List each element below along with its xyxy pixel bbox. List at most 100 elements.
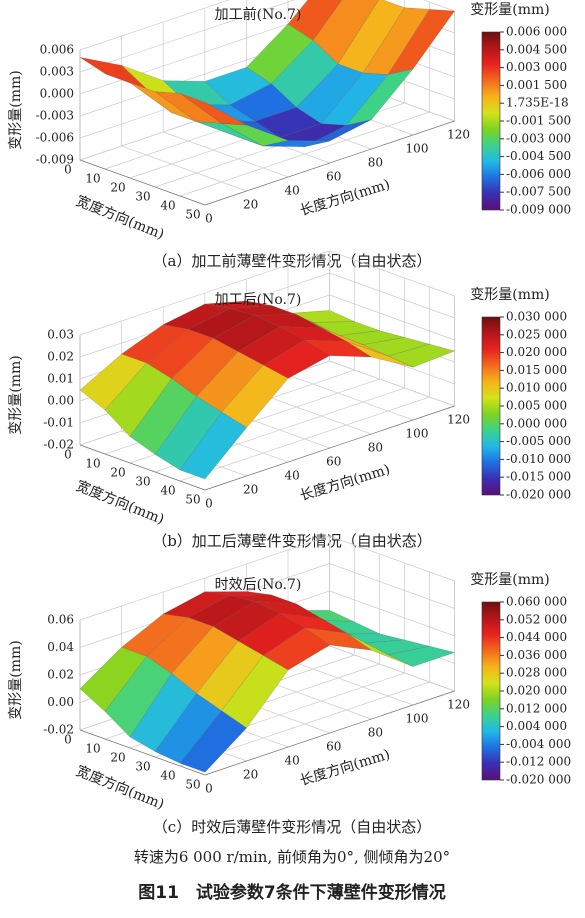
x-tick-label: 0 (205, 782, 213, 796)
y-tick-label: 10 (85, 742, 100, 756)
colorbar-tick-label: -0.007 500 (506, 185, 571, 199)
x-tick-label: 0 (205, 212, 213, 226)
z-axis-label: 变形量(mm) (8, 70, 24, 149)
y-tick-label: 0 (64, 733, 72, 747)
colorbar-tick-label: 0.005 000 (506, 399, 567, 413)
chart-title: 加工前(No.7) (215, 6, 302, 23)
x-axis-label: 长度方向(mm) (298, 747, 392, 790)
surface-patch (179, 710, 247, 773)
colorbar-tick-label: 0.030 000 (506, 310, 567, 324)
y-tick-label: 20 (110, 466, 125, 480)
colorbar-tick-label: 0.060 000 (506, 595, 567, 609)
axis-line (79, 444, 206, 491)
grid-line (163, 131, 289, 178)
y-tick-label: 50 (185, 493, 200, 507)
colorbar-tick-label: -0.015 000 (506, 470, 571, 484)
grid-line (121, 145, 247, 192)
axis-line (204, 405, 455, 491)
grid-line (287, 374, 414, 421)
y-tick-label: 0 (64, 448, 72, 462)
colorbar-label: 变形量(mm) (470, 2, 549, 18)
colorbar-label: 变形量(mm) (470, 287, 549, 303)
grid-line (329, 250, 455, 297)
z-tick-label: 0.003 (40, 65, 74, 79)
surface-patch (179, 93, 247, 126)
z-tick-label: -0.006 (36, 131, 74, 145)
x-tick-label: 100 (406, 427, 429, 441)
x-tick-label: 40 (285, 184, 300, 198)
chart-title: 加工后(No.7) (215, 292, 302, 308)
z-tick-label: 0.00 (47, 695, 74, 709)
colorbar-tick-label: -0.009 000 (506, 203, 571, 217)
grid-line (179, 111, 430, 197)
surface-patch (179, 411, 247, 480)
x-tick-label: 20 (243, 198, 258, 212)
z-axis-label: 变形量(mm) (8, 355, 24, 434)
y-tick-label: 40 (160, 199, 175, 213)
colorbar-tick-label: -0.020 000 (506, 773, 571, 787)
y-tick-label: 50 (185, 778, 200, 792)
grid-line (423, 0, 455, 12)
axis-line (204, 120, 455, 206)
z-tick-label: 0.00 (47, 394, 74, 408)
y-tick-label: 40 (160, 769, 175, 783)
colorbar-tick-label: 0.010 000 (506, 381, 567, 395)
colorbar-tick-label: 0.006 000 (506, 25, 567, 39)
axis-line (79, 159, 206, 206)
y-tick-label: 30 (135, 190, 150, 204)
x-tick-label: 100 (406, 712, 429, 726)
x-tick-label: 40 (285, 754, 300, 768)
x-tick-label: 80 (368, 156, 383, 170)
colorbar-tick-label: 0.028 000 (506, 666, 567, 680)
z-tick-label: 0.02 (47, 350, 74, 364)
colorbar-tick-label: -0.004 000 (506, 737, 571, 751)
x-tick-label: 20 (243, 483, 258, 497)
y-tick-label: 0 (64, 163, 72, 177)
colorbar-tick-label: -0.020 000 (506, 488, 571, 502)
colorbar-tick-label: 0.020 000 (506, 684, 567, 698)
grid-line (329, 294, 455, 341)
colorbar-tick-label: 0.025 000 (506, 327, 567, 341)
x-tick-label: 60 (326, 740, 341, 754)
colorbar (481, 316, 501, 496)
colorbar-tick-label: -0.001 500 (506, 114, 571, 128)
colorbar (481, 601, 501, 781)
x-tick-label: 0 (205, 497, 213, 511)
y-tick-label: 30 (135, 760, 150, 774)
chart-title: 时效后(No.7) (215, 577, 302, 593)
y-axis-label: 宽度方向(mm) (74, 762, 167, 813)
colorbar-tick-label: -0.012 000 (506, 755, 571, 769)
x-axis-label: 长度方向(mm) (298, 177, 392, 220)
axis-line (204, 690, 455, 776)
grid-line (329, 360, 455, 407)
colorbar-tick-label: 1.735E-18 (506, 96, 569, 110)
colorbar-tick-label: 0.004 500 (506, 42, 567, 56)
grid-line (329, 590, 455, 637)
z-tick-label: -0.01 (43, 416, 74, 430)
colorbar-tick-label: 0.012 000 (506, 701, 567, 715)
colorbar-tick-label: -0.010 000 (506, 452, 571, 466)
z-tick-label: 0.03 (47, 328, 74, 342)
y-tick-label: 20 (110, 751, 125, 765)
x-tick-label: 60 (326, 455, 341, 469)
z-tick-label: 0.02 (47, 668, 74, 682)
x-tick-label: 80 (368, 726, 383, 740)
colorbar-tick-label: -0.003 000 (506, 131, 571, 145)
colorbar-tick-label: 0.004 000 (506, 719, 567, 733)
x-axis-label: 长度方向(mm) (298, 462, 392, 505)
caption: （b）加工后薄壁件变形情况（自由状态） (152, 532, 432, 550)
figure-title: 图11 试验参数7条件下薄壁件变形情况 (138, 882, 446, 903)
caption: （c）时效后薄壁件变形情况（自由状态） (153, 818, 431, 836)
colorbar-tick-label: 0.003 000 (506, 60, 567, 74)
colorbar (481, 31, 501, 211)
colorbar-tick-label: -0.005 000 (506, 434, 571, 448)
grid-line (287, 659, 414, 706)
grid-line (329, 645, 455, 692)
x-tick-label: 20 (243, 768, 258, 782)
colorbar-tick-label: 0.052 000 (506, 612, 567, 626)
z-tick-label: 0.01 (47, 372, 74, 386)
colorbar-tick-label: 0.036 000 (506, 648, 567, 662)
x-tick-label: 120 (447, 128, 470, 142)
y-tick-label: 50 (185, 208, 200, 222)
